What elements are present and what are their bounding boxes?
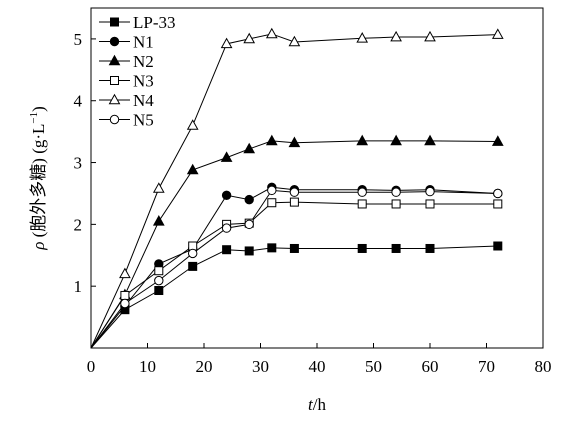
- y-tick-label: 2: [74, 215, 83, 234]
- data-point-lp-33: [267, 243, 277, 253]
- series-markers: [119, 27, 504, 315]
- y-axis-close: ): [29, 106, 48, 112]
- data-point-n4: [119, 267, 131, 279]
- data-point-n2: [288, 136, 301, 148]
- data-point-n5: [391, 187, 401, 197]
- data-point-n2: [265, 134, 278, 146]
- data-point-lp-33: [188, 261, 198, 271]
- axis-ticks: 0 10 20 30 40 50 60 70 80 1 2 3 4 5: [74, 30, 552, 376]
- legend-label-n1: N1: [133, 33, 154, 52]
- x-tick-label: 20: [196, 357, 213, 376]
- data-point-lp-33: [222, 245, 232, 255]
- data-point-n4: [288, 35, 301, 47]
- x-tick-label: 10: [139, 357, 156, 376]
- legend-marker-n5: [109, 114, 120, 125]
- data-point-n2: [424, 134, 436, 146]
- data-point-n5: [289, 187, 300, 197]
- data-point-n2: [390, 134, 402, 146]
- x-tick-label: 80: [535, 357, 552, 376]
- data-point-n4: [265, 27, 278, 39]
- data-point-n4: [491, 28, 504, 39]
- y-axis-var: ρ: [29, 242, 48, 251]
- legend-label-n4: N4: [133, 91, 154, 110]
- data-point-n2: [220, 151, 233, 162]
- data-point-n1: [221, 190, 232, 201]
- data-point-n4: [243, 32, 256, 44]
- data-point-n5: [188, 248, 198, 259]
- data-point-n4: [220, 37, 233, 49]
- y-axis-label: ρ (胞外多糖) (g·L−1): [28, 106, 48, 251]
- data-point-n3: [154, 266, 164, 276]
- data-point-n3: [425, 199, 435, 209]
- data-point-n5: [425, 186, 435, 197]
- x-axis-var: t: [308, 395, 314, 414]
- data-point-lp-33: [425, 243, 435, 253]
- data-point-n2: [152, 215, 165, 226]
- y-axis-text: (胞外多糖) (g·L: [29, 124, 48, 242]
- x-axis-label: t/h: [308, 395, 326, 414]
- series-line-n2: [90, 140, 498, 349]
- legend-marker-n1: [109, 36, 120, 47]
- data-point-n3: [493, 199, 503, 209]
- data-point-n4: [186, 119, 199, 130]
- x-axis-unit: /h: [313, 395, 327, 414]
- data-point-n4: [424, 30, 436, 42]
- data-point-lp-33: [154, 286, 164, 296]
- data-point-n2: [243, 142, 256, 154]
- x-tick-label: 40: [309, 357, 326, 376]
- legend-label-n5: N5: [133, 111, 154, 130]
- data-point-lp-33: [391, 243, 401, 253]
- data-point-n3: [120, 290, 130, 300]
- data-point-n5: [244, 219, 254, 230]
- data-point-n2: [356, 134, 369, 146]
- data-point-n5: [493, 188, 503, 199]
- legend-marker-lp-33: [110, 17, 119, 27]
- data-point-n5: [357, 187, 367, 197]
- data-point-n3: [289, 197, 299, 207]
- series-lines: [90, 33, 498, 349]
- y-tick-label: 5: [74, 30, 83, 49]
- legend-marker-n3: [110, 76, 119, 85]
- legend-label-n3: N3: [133, 72, 154, 91]
- y-axis-sup: −1: [28, 112, 40, 124]
- y-tick-label: 1: [74, 277, 83, 296]
- x-tick-label: 0: [87, 357, 96, 376]
- series-line-n4: [90, 33, 498, 349]
- legend-label-lp-33: LP-33: [133, 13, 176, 32]
- data-point-n5: [267, 185, 277, 196]
- data-point-n3: [357, 199, 367, 209]
- data-point-n2: [186, 163, 199, 175]
- data-point-lp-33: [244, 246, 254, 256]
- data-point-n5: [120, 298, 130, 309]
- plot-frame: [90, 7, 544, 349]
- data-point-n4: [356, 32, 369, 43]
- y-tick-label: 4: [74, 92, 83, 111]
- series-line-n3: [90, 201, 498, 349]
- data-point-lp-33: [289, 243, 299, 253]
- data-point-lp-33: [493, 241, 503, 251]
- data-point-n5: [221, 223, 232, 233]
- y-tick-label: 3: [74, 154, 83, 173]
- x-tick-label: 70: [478, 357, 495, 376]
- data-point-n1: [244, 194, 254, 205]
- x-tick-label: 30: [252, 357, 269, 376]
- data-point-n4: [152, 182, 165, 193]
- data-point-n2: [491, 135, 504, 146]
- x-tick-label: 60: [422, 357, 439, 376]
- data-point-lp-33: [357, 243, 367, 253]
- data-point-n3: [267, 198, 277, 208]
- data-point-n5: [154, 275, 164, 286]
- data-point-n3: [391, 199, 401, 209]
- series-line-n5: [90, 189, 498, 349]
- legend-marker-n2: [108, 54, 121, 66]
- data-point-n4: [390, 30, 402, 42]
- x-tick-label: 50: [365, 357, 382, 376]
- legend-marker-n4: [108, 93, 121, 105]
- legend-label-n2: N2: [133, 52, 154, 71]
- series-line-lp-33: [90, 245, 498, 349]
- series-line-n1: [90, 186, 498, 349]
